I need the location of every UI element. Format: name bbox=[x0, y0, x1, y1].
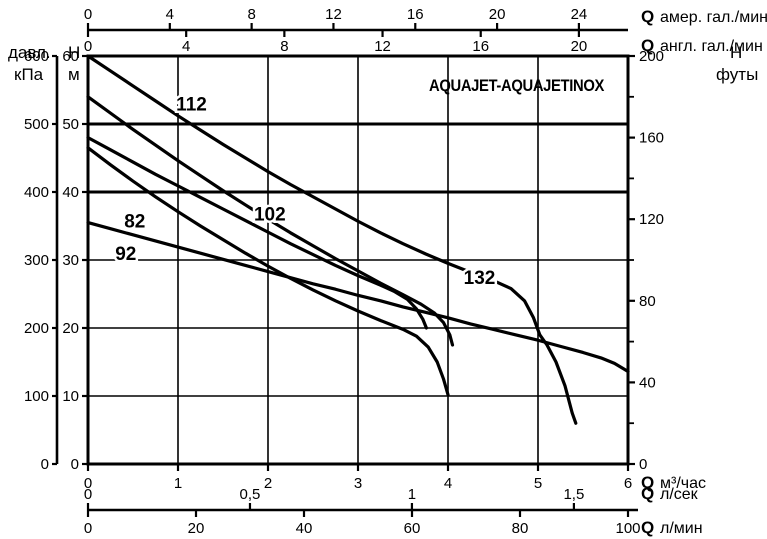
ls-axis-unit: л/сек bbox=[660, 486, 699, 503]
head-m-axis-name: H bbox=[68, 43, 80, 62]
head-m-tick-label-60: 60 bbox=[62, 48, 79, 65]
lmin-tick-label-100: 100 bbox=[615, 520, 640, 537]
lmin-tick-label-0: 0 bbox=[84, 520, 92, 537]
top-us-tick-label-4: 4 bbox=[166, 6, 174, 23]
curve-132 bbox=[86, 54, 578, 425]
head-m-tick-label-30: 30 bbox=[62, 252, 79, 269]
lmin-axis-unit: л/мин bbox=[660, 520, 703, 537]
top-us-tick-label-0: 0 bbox=[84, 6, 92, 23]
top-uk-tick-label-12: 12 bbox=[374, 38, 391, 55]
m3h-tick-label-4: 4 bbox=[444, 475, 452, 492]
curve-label-132: 132 bbox=[464, 268, 496, 289]
lmin-tick-label-20: 20 bbox=[188, 520, 205, 537]
pressure-tick-label-500: 500 bbox=[24, 116, 49, 133]
curve-82 bbox=[86, 146, 450, 397]
top-us-tick-label-24: 24 bbox=[571, 6, 588, 23]
curve-label-halo-102: 102 bbox=[254, 205, 286, 226]
pressure-tick-label-400: 400 bbox=[24, 184, 49, 201]
curve-label-halo-132: 132 bbox=[464, 268, 496, 289]
curve-label-82: 82 bbox=[124, 211, 145, 232]
m3h-axis-unit: м³/час bbox=[660, 475, 706, 492]
top-uk-tick-label-8: 8 bbox=[280, 38, 288, 55]
pressure-tick-label-300: 300 bbox=[24, 252, 49, 269]
curve-label-112: 112 bbox=[176, 94, 207, 115]
pressure-axis-unit: кПа bbox=[14, 65, 44, 84]
pressure-axis-name: давл. bbox=[8, 43, 51, 62]
head-m-tick-label-20: 20 bbox=[62, 320, 79, 337]
pressure-tick-label-600: 600 bbox=[24, 48, 49, 65]
head-m-axis-unit: м bbox=[68, 65, 80, 84]
lmin-tick-label-60: 60 bbox=[404, 520, 421, 537]
ls-tick-label-3: 1,5 bbox=[563, 486, 584, 503]
m3h-tick-label-1: 1 bbox=[174, 475, 182, 492]
m3h-tick-label-6: 6 bbox=[624, 475, 632, 492]
pressure-tick-label-0: 0 bbox=[41, 456, 49, 473]
curve-92 bbox=[86, 221, 630, 374]
head-ft-tick-label-120: 120 bbox=[639, 211, 664, 228]
m3h-tick-label-3: 3 bbox=[354, 475, 362, 492]
ls-tick-label-0: 0 bbox=[84, 486, 92, 503]
curve-112 bbox=[86, 95, 455, 347]
head-ft-tick-label-40: 40 bbox=[639, 374, 656, 391]
curve-label-halo-112: 112 bbox=[176, 94, 207, 115]
head-m-tick-label-10: 10 bbox=[62, 388, 79, 405]
m3h-tick-label-5: 5 bbox=[534, 475, 542, 492]
top-uk-tick-label-20: 20 bbox=[571, 38, 588, 55]
top-uk-tick-label-0: 0 bbox=[84, 38, 92, 55]
top-us-tick-label-20: 20 bbox=[489, 6, 506, 23]
pressure-tick-label-100: 100 bbox=[24, 388, 49, 405]
head-ft-tick-label-200: 200 bbox=[639, 48, 664, 65]
head-m-tick-label-40: 40 bbox=[62, 184, 79, 201]
curve-102 bbox=[86, 136, 428, 330]
head-m-tick-label-50: 50 bbox=[62, 116, 79, 133]
head-ft-axis-name: H bbox=[730, 43, 742, 62]
top-uk-tick-label-4: 4 bbox=[182, 38, 190, 55]
m3h-tick-label-0: 0 bbox=[84, 475, 92, 492]
m3h-axis-q: Q bbox=[641, 473, 654, 492]
curve-label-102: 102 bbox=[254, 205, 286, 226]
curve-label-halo-92: 92 bbox=[115, 244, 136, 265]
ls-tick-label-1: 0,5 bbox=[240, 486, 261, 503]
lmin-tick-label-40: 40 bbox=[296, 520, 313, 537]
ls-tick-label-2: 1 bbox=[408, 486, 416, 503]
lmin-tick-label-80: 80 bbox=[512, 520, 529, 537]
top-us-axis-unit: амер. гал./мин bbox=[660, 9, 767, 26]
top-uk-axis-q: Q bbox=[641, 36, 654, 55]
head-m-tick-label-0: 0 bbox=[71, 456, 79, 473]
curve-label-halo-82: 82 bbox=[124, 211, 145, 232]
pressure-tick-label-200: 200 bbox=[24, 320, 49, 337]
head-ft-tick-label-0: 0 bbox=[639, 456, 647, 473]
top-uk-axis-unit: англ. гал./мин bbox=[660, 38, 763, 55]
chart-title: AQUAJET-AQUAJETINOX bbox=[429, 76, 605, 95]
head-ft-tick-label-160: 160 bbox=[639, 130, 664, 147]
top-uk-tick-label-16: 16 bbox=[472, 38, 489, 55]
head-ft-axis-unit: футы bbox=[716, 65, 758, 84]
top-us-axis-q: Q bbox=[641, 7, 654, 26]
ls-axis-q: Q bbox=[641, 484, 654, 503]
m3h-tick-label-2: 2 bbox=[264, 475, 272, 492]
head-ft-tick-label-80: 80 bbox=[639, 293, 656, 310]
curve-label-92: 92 bbox=[115, 244, 136, 265]
lmin-axis-q: Q bbox=[641, 518, 654, 537]
top-us-tick-label-12: 12 bbox=[325, 6, 342, 23]
top-us-tick-label-16: 16 bbox=[407, 6, 424, 23]
top-us-tick-label-8: 8 bbox=[247, 6, 255, 23]
